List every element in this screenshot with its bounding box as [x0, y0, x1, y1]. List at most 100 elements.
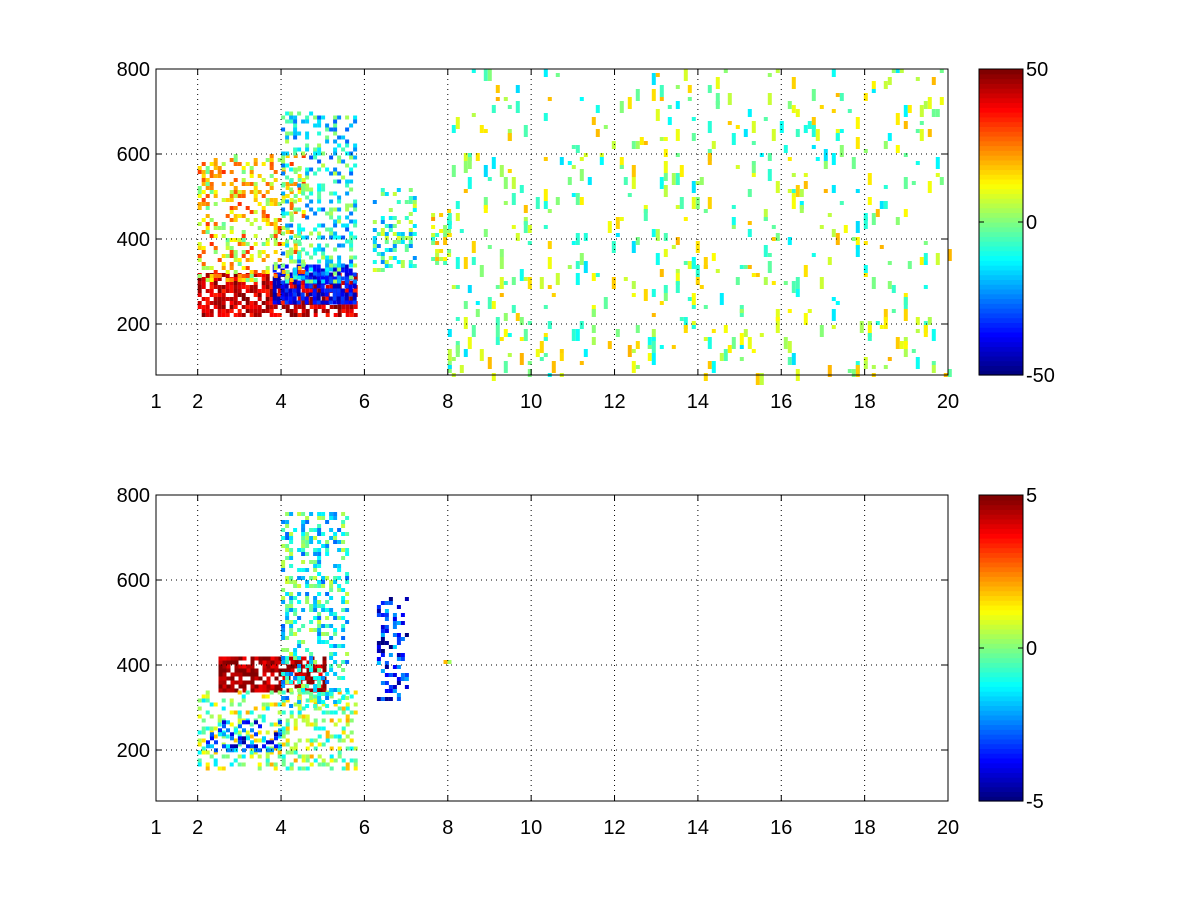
- heatmap-cell: [285, 742, 290, 747]
- heatmap-cell: [655, 229, 660, 241]
- heatmap-cell: [233, 238, 238, 242]
- heatmap-cell: [345, 746, 350, 751]
- heatmap-cell: [675, 101, 680, 109]
- heatmap-cell: [336, 288, 341, 293]
- heatmap-cell: [396, 633, 401, 637]
- heatmap-cell: [289, 202, 294, 206]
- heatmap-cell: [811, 253, 816, 257]
- heatmap-cell: [392, 256, 397, 260]
- heatmap-cell: [380, 260, 385, 264]
- heatmap-cell: [309, 608, 314, 612]
- heatmap-cell: [301, 714, 306, 719]
- colorbar-segment: [979, 193, 1023, 199]
- heatmap-cell: [313, 608, 318, 612]
- heatmap-cell: [317, 754, 322, 759]
- heatmap-cell: [234, 672, 239, 677]
- heatmap-cell: [254, 684, 259, 689]
- heatmap-cell: [687, 85, 692, 93]
- heatmap-cell: [388, 264, 393, 268]
- heatmap-cell: [293, 259, 298, 264]
- heatmap-cell: [333, 710, 338, 715]
- heatmap-cell: [313, 115, 318, 120]
- heatmap-cell: [265, 182, 270, 186]
- heatmap-cell: [293, 718, 298, 723]
- heatmap-cell: [879, 245, 884, 249]
- heatmap-cell: [847, 369, 852, 373]
- colorbar-segment: [979, 757, 1023, 764]
- heatmap-cell: [197, 698, 202, 703]
- heatmap-cell: [353, 766, 358, 771]
- heatmap-cell: [265, 289, 270, 293]
- heatmap-cell: [304, 264, 309, 269]
- heatmap-cell: [325, 762, 330, 767]
- heatmap-cell: [293, 135, 298, 140]
- heatmap-cell: [301, 676, 306, 680]
- heatmap-cell: [431, 257, 436, 261]
- heatmap-cell: [289, 564, 294, 568]
- heatmap-cell: [329, 596, 334, 600]
- heatmap-cell: [823, 189, 828, 193]
- heatmap-cell: [233, 186, 238, 190]
- colorbar-segment: [979, 743, 1023, 750]
- heatmap-cell: [226, 748, 230, 753]
- heatmap-cell: [261, 738, 266, 743]
- heatmap-cell: [209, 182, 214, 186]
- heatmap-cell: [555, 73, 560, 77]
- heatmap-cell: [305, 289, 310, 293]
- heatmap-cell: [329, 259, 334, 264]
- heatmap-cell: [313, 568, 318, 572]
- heatmap-cell: [707, 85, 712, 93]
- heatmap-cell: [341, 706, 346, 711]
- heatmap-cell: [309, 155, 314, 160]
- heatmap-cell: [487, 245, 492, 249]
- heatmap-cell: [281, 758, 286, 763]
- heatmap-cell: [345, 127, 350, 132]
- heatmap-cell: [903, 349, 908, 357]
- heatmap-cell: [249, 285, 254, 289]
- heatmap-cell: [344, 268, 349, 273]
- heatmap-cell: [241, 178, 246, 182]
- heatmap-cell: [209, 313, 214, 317]
- heatmap-cell: [246, 672, 251, 677]
- heatmap-cell: [495, 337, 500, 345]
- heatmap-cell: [349, 203, 354, 208]
- colorbar-segment: [979, 724, 1023, 730]
- heatmap-cell: [443, 229, 448, 233]
- heatmap-cell: [333, 171, 338, 176]
- colorbar-segment: [979, 346, 1023, 352]
- heatmap-cell: [471, 113, 476, 117]
- heatmap-cell: [349, 746, 354, 751]
- heatmap-cell: [591, 337, 596, 345]
- heatmap-cell: [376, 244, 381, 248]
- heatmap-cell: [281, 564, 286, 568]
- heatmap-cell: [619, 217, 624, 221]
- heatmap-cell: [895, 113, 900, 125]
- heatmap-cell: [759, 153, 764, 157]
- heatmap-cell: [238, 680, 243, 685]
- x-tick-label: 20: [937, 817, 959, 839]
- heatmap-cell: [345, 179, 350, 184]
- heatmap-cell: [245, 690, 250, 695]
- heatmap-cell: [273, 746, 278, 751]
- heatmap-cell: [691, 181, 696, 193]
- colorbar-segment: [979, 557, 1023, 563]
- heatmap-cell: [771, 237, 776, 241]
- heatmap-cell: [527, 369, 532, 377]
- heatmap-cell: [543, 337, 548, 341]
- heatmap-cell: [301, 154, 306, 158]
- heatmap-cell: [392, 613, 397, 617]
- heatmap-cell: [332, 300, 337, 305]
- heatmap-cell: [903, 309, 908, 321]
- heatmap-cell: [253, 162, 258, 166]
- heatmap-cell: [221, 226, 226, 230]
- colorbar-segment: [979, 88, 1023, 94]
- heatmap-cell: [380, 256, 385, 260]
- heatmap-cell: [743, 265, 748, 269]
- heatmap-cell: [201, 726, 206, 731]
- heatmap-cell: [297, 313, 302, 317]
- heatmap-cell: [284, 296, 289, 301]
- heatmap-cell: [325, 552, 330, 556]
- heatmap-cell: [237, 190, 242, 194]
- heatmap-cell: [273, 313, 278, 317]
- heatmap-cell: [607, 221, 612, 233]
